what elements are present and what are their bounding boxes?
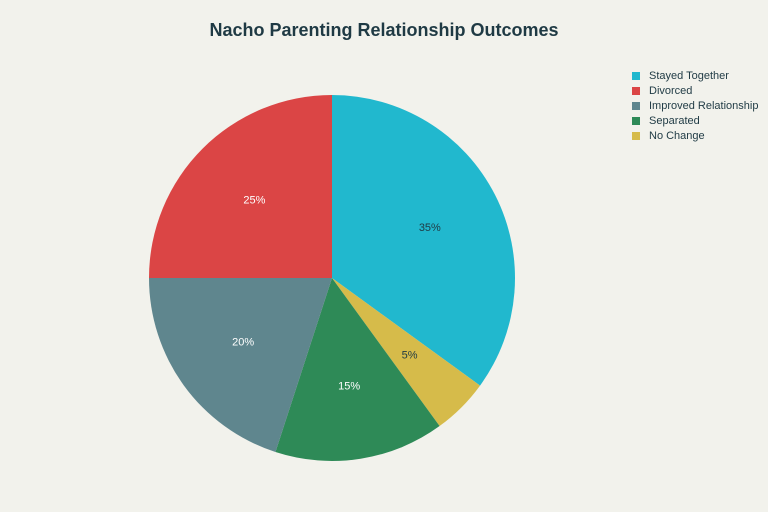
legend-swatch <box>632 101 640 110</box>
slice-data-label: 35% <box>419 222 441 234</box>
legend-item-no-change[interactable]: No Change <box>632 128 758 143</box>
legend-item-improved-relationship[interactable]: Improved Relationship <box>632 98 758 113</box>
legend-label: Improved Relationship <box>649 99 759 112</box>
pie-slice-divorced[interactable] <box>149 95 332 278</box>
legend-label: Separated <box>649 114 700 127</box>
legend-item-stayed-together[interactable]: Stayed Together <box>632 68 758 83</box>
slice-data-label: 15% <box>338 380 360 392</box>
legend-item-divorced[interactable]: Divorced <box>632 83 758 98</box>
legend-label: Stayed Together <box>649 69 729 82</box>
legend-swatch <box>632 131 640 140</box>
legend-swatch <box>632 86 640 95</box>
pie-slice-no-change[interactable] <box>332 278 481 427</box>
legend-swatch <box>632 71 640 80</box>
legend-item-separated[interactable]: Separated <box>632 113 758 128</box>
chart-title: Nacho Parenting Relationship Outcomes <box>209 20 559 40</box>
pie-slice-stayed-together[interactable] <box>332 95 515 386</box>
slice-data-label: 5% <box>402 350 418 362</box>
legend: Stayed Together Divorced Improved Relati… <box>632 68 758 143</box>
slice-data-label: 25% <box>243 194 265 206</box>
legend-label: No Change <box>649 129 705 142</box>
slice-data-label: 20% <box>232 336 254 348</box>
legend-label: Divorced <box>649 84 693 97</box>
legend-swatch <box>632 116 640 125</box>
pie-slice-separated[interactable] <box>275 278 440 461</box>
pie-slice-improved-relationship[interactable] <box>149 278 332 453</box>
